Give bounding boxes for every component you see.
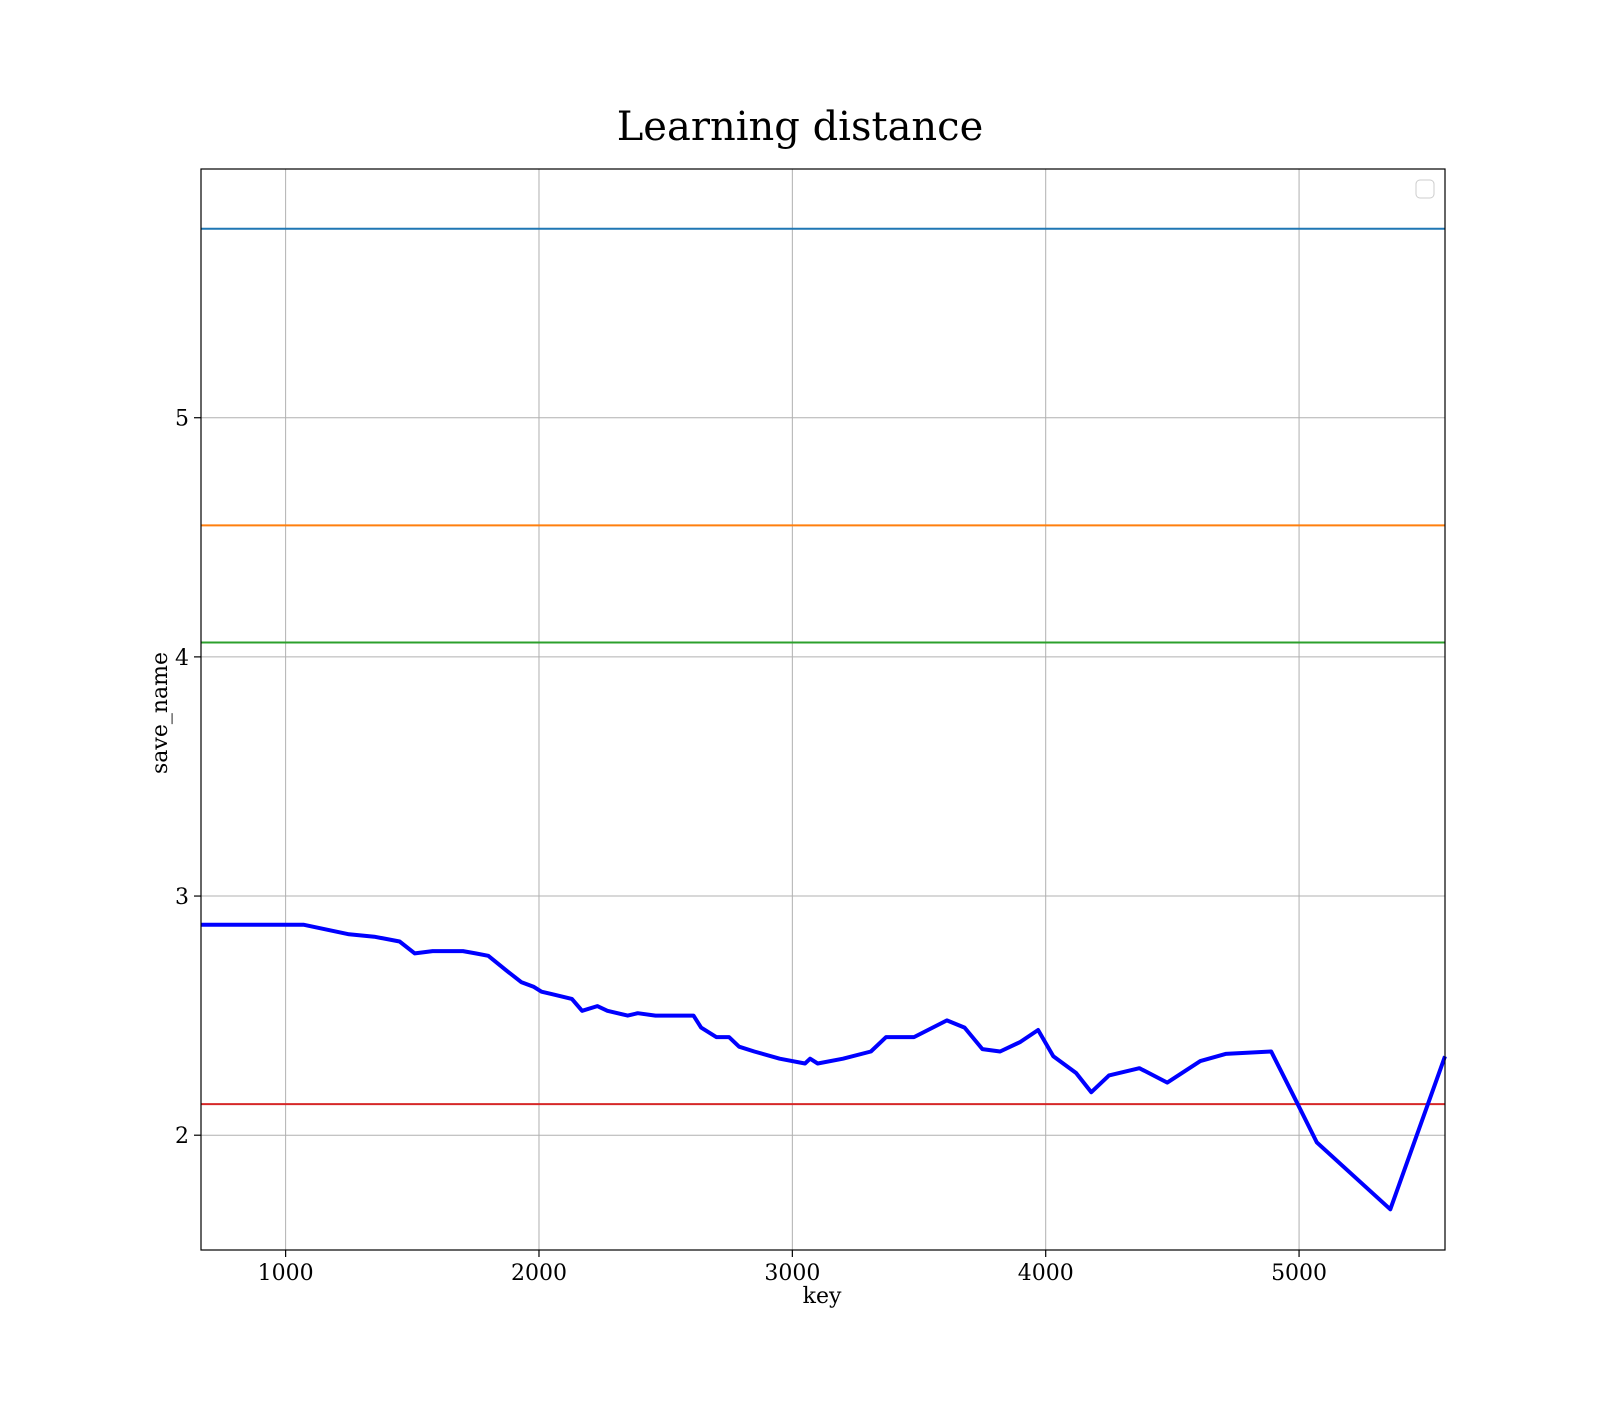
y-axis-label: save_name: [148, 652, 173, 774]
y-tick-label: 2: [175, 1124, 189, 1149]
legend-box: [1415, 179, 1435, 199]
reference-lines: [201, 227, 1445, 1106]
x-tick-label: 5000: [1271, 1261, 1327, 1286]
x-tick-label: 3000: [764, 1261, 820, 1286]
series-layer: [201, 922, 1447, 1212]
y-axis-ticks: 2 3 4 5: [175, 407, 201, 1149]
x-tick-label: 1000: [258, 1261, 314, 1286]
x-axis-ticks: 1000 2000 3000 4000 5000: [258, 1250, 1327, 1286]
chart-title: Learning distance: [617, 104, 984, 150]
series-line: [201, 922, 1447, 1212]
x-tick-label: 4000: [1018, 1261, 1074, 1286]
y-tick-label: 5: [175, 407, 189, 432]
grid: [201, 169, 1445, 1250]
x-tick-label: 2000: [511, 1261, 567, 1286]
y-tick-label: 3: [175, 885, 189, 910]
x-axis-label: key: [803, 1284, 842, 1309]
plot-frame: [200, 168, 1446, 1251]
y-tick-label: 4: [175, 646, 189, 671]
